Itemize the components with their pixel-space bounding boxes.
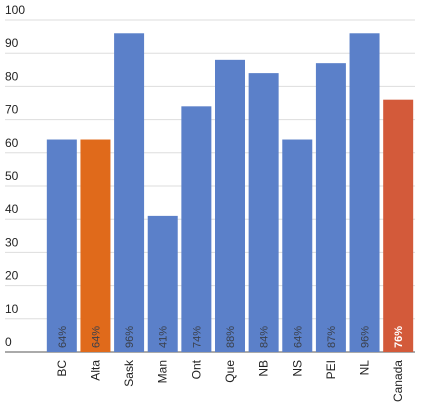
bar [181, 106, 212, 352]
x-tick-label: Alta [88, 360, 102, 381]
y-tick-label: 90 [5, 36, 19, 50]
bar [46, 139, 77, 352]
y-tick-label: 80 [5, 69, 19, 83]
y-tick-label: 100 [5, 3, 25, 17]
x-tick-label: NS [290, 360, 304, 377]
x-tick-label: PEI [324, 360, 338, 379]
value-label: 87% [326, 326, 338, 348]
y-tick-label: 60 [5, 136, 19, 150]
value-label: 64% [292, 326, 304, 348]
value-label: 88% [225, 326, 237, 348]
x-tick-label: Ont [189, 359, 203, 379]
x-tick-label: BC [55, 360, 69, 377]
bar [315, 63, 346, 352]
bar [215, 59, 245, 353]
bar [383, 99, 414, 353]
x-tick-label: NL [358, 360, 372, 376]
x-tick-label: Sask [122, 359, 136, 387]
y-tick-label: 50 [5, 169, 19, 183]
value-label: 96% [360, 326, 372, 348]
value-label: 64% [90, 326, 102, 348]
x-tick-label: Canada [391, 360, 405, 402]
value-label: 64% [57, 326, 69, 348]
value-label: 76% [393, 326, 405, 348]
bar [349, 33, 380, 352]
bar [147, 215, 178, 352]
y-tick-label: 40 [5, 202, 19, 216]
bar [282, 139, 313, 352]
x-tick-label: Que [223, 360, 237, 383]
x-tick-label: Man [156, 360, 170, 383]
x-tick-label: NB [257, 360, 271, 377]
y-tick-label: 20 [5, 269, 19, 283]
y-tick-label: 30 [5, 235, 19, 249]
value-label: 74% [191, 326, 203, 348]
bar [248, 73, 279, 353]
bar [80, 139, 111, 352]
value-label: 84% [259, 326, 271, 348]
y-tick-label: 10 [5, 302, 19, 316]
value-label: 41% [158, 326, 170, 348]
y-tick-label: 0 [5, 335, 12, 349]
bar [114, 33, 145, 352]
y-tick-label: 70 [5, 103, 19, 117]
value-label: 96% [124, 326, 136, 348]
